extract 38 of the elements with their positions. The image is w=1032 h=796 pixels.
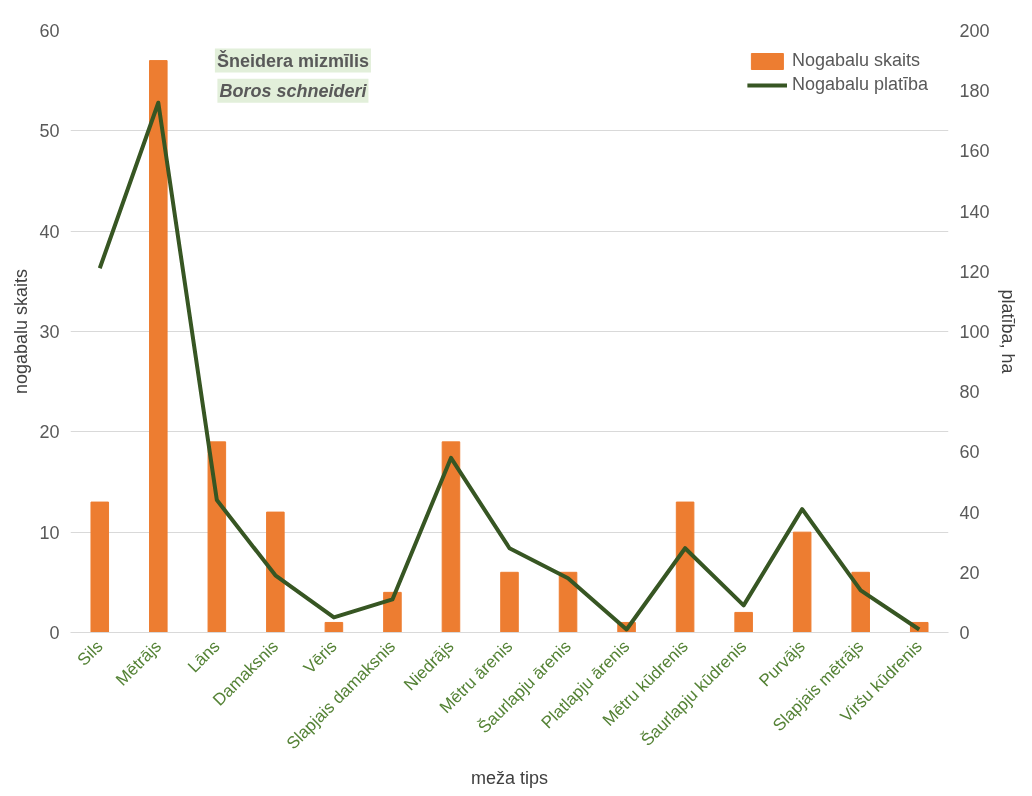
y-tick-label: 40 (39, 221, 60, 242)
y-tick-label: 0 (49, 623, 60, 643)
bar (207, 441, 227, 633)
y-tick-label: 20 (39, 422, 60, 443)
y2-tick-label: 200 (959, 21, 990, 41)
bar (500, 571, 519, 633)
y2-tick-label: 40 (959, 502, 980, 523)
y2-tick-label: 0 (959, 623, 970, 643)
y2-axis-title: platība, ha (997, 289, 1018, 375)
bar (441, 441, 461, 633)
x-tick-label: Sils (73, 636, 107, 670)
bar (675, 501, 695, 633)
y-tick-label: 30 (39, 322, 60, 342)
line-series (97, 100, 922, 632)
y-tick-label: 60 (39, 21, 60, 41)
y-tick-label: 50 (39, 121, 60, 142)
y-axis-title: nogabalu skaits (11, 268, 32, 395)
y2-tick-label: 120 (959, 261, 990, 282)
legend-label: Nogabalu skaits (791, 50, 920, 71)
y2-tick-label: 140 (959, 201, 990, 222)
y2-tick-label: 180 (959, 81, 990, 102)
bar (792, 531, 812, 633)
y2-tick-label: 100 (959, 322, 990, 342)
x-axis-title: meža tips (470, 767, 549, 788)
y2-tick-label: 20 (959, 562, 980, 583)
y2-tick-label: 80 (959, 382, 980, 403)
bar (90, 501, 110, 633)
bar (324, 621, 344, 633)
legend-label: Nogabalu platība (791, 74, 928, 95)
annotation: Boros schneideri (219, 80, 368, 101)
bar (266, 511, 285, 633)
bar (734, 611, 753, 633)
y2-tick-label: 160 (959, 141, 990, 162)
bar (851, 571, 870, 633)
annotation: Šneidera mizmīlis (216, 49, 369, 71)
y2-tick-label: 60 (959, 442, 980, 463)
bar (149, 60, 168, 633)
y-tick-label: 10 (39, 522, 60, 543)
